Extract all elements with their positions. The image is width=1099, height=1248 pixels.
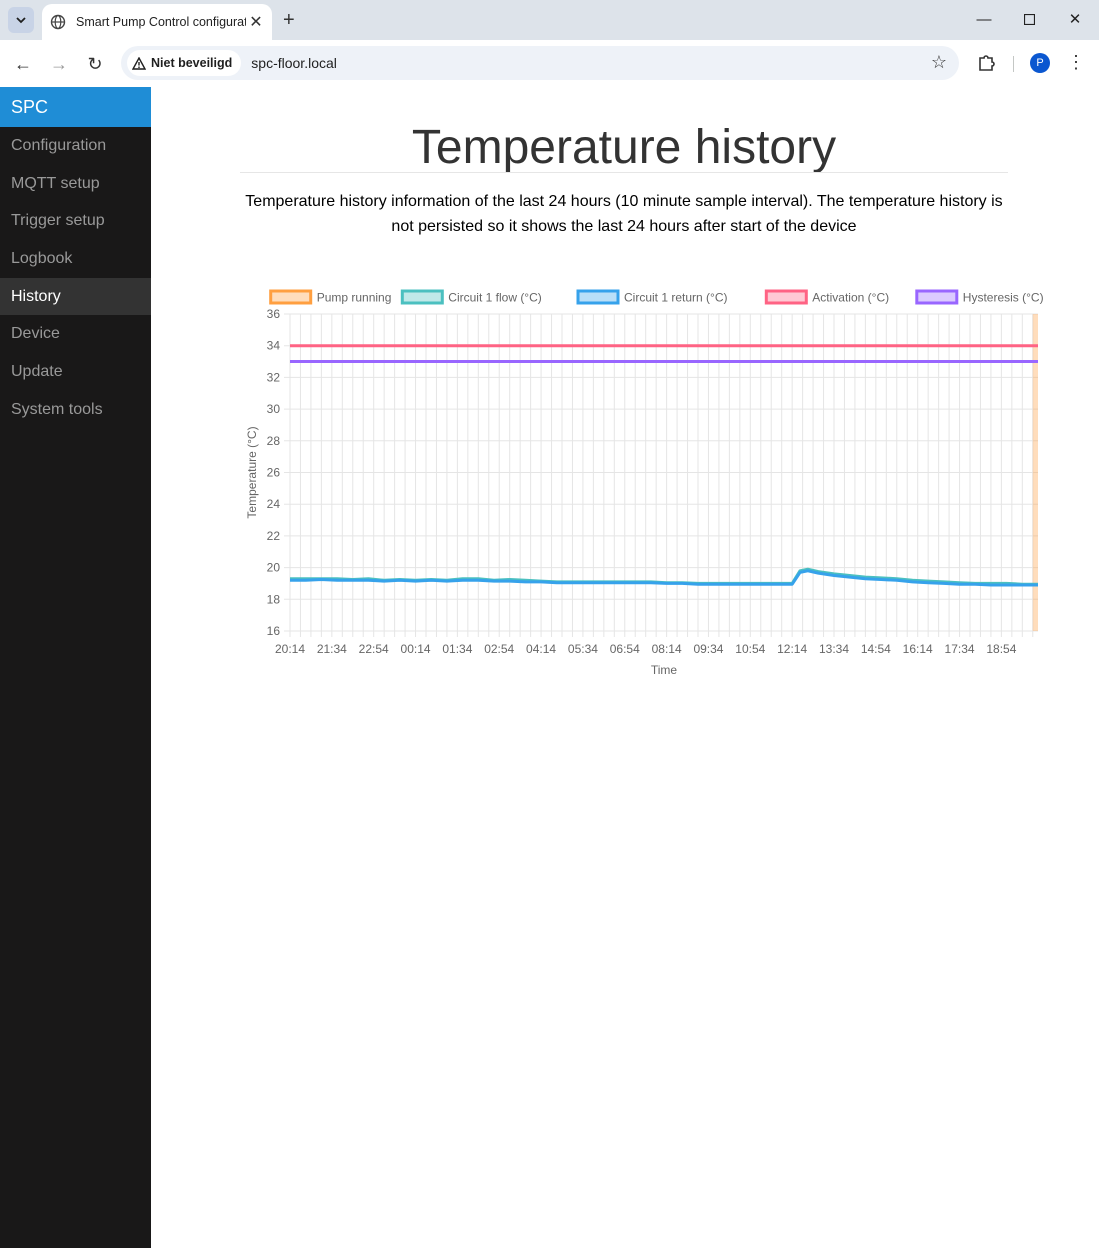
more-menu-icon[interactable]: ⋮ — [1067, 52, 1085, 72]
warning-icon — [132, 56, 146, 70]
browser-toolbar: ← → ↻ Niet beveiligd spc-floor.local ☆ P… — [0, 40, 1099, 87]
y-tick-label: 36 — [267, 307, 281, 321]
x-tick-label: 18:54 — [986, 642, 1016, 656]
address-bar[interactable]: Niet beveiligd spc-floor.local ☆ — [121, 46, 959, 80]
legend-label: Circuit 1 return (°C) — [624, 291, 727, 305]
security-chip[interactable]: Niet beveiligd — [127, 50, 242, 76]
legend-swatch — [915, 289, 959, 305]
legend-label: Activation (°C) — [812, 291, 889, 305]
y-tick-label: 32 — [267, 370, 281, 384]
x-tick-label: 16:14 — [903, 642, 933, 656]
legend-label: Pump running — [317, 291, 392, 305]
chevron-down-icon — [16, 17, 26, 24]
x-tick-label: 21:34 — [317, 642, 347, 656]
x-tick-label: 06:54 — [610, 642, 640, 656]
series-line-2 — [290, 569, 1038, 587]
globe-icon — [50, 14, 66, 30]
legend-label: Hysteresis (°C) — [963, 291, 1044, 305]
main-content: Temperature history Temperature history … — [151, 87, 1099, 1248]
x-tick-label: 13:34 — [819, 642, 849, 656]
y-tick-label: 34 — [267, 339, 281, 353]
security-label: Niet beveiligd — [151, 56, 233, 70]
sidebar-item-trigger-setup[interactable]: Trigger setup — [11, 212, 105, 230]
y-tick-label: 30 — [267, 402, 281, 416]
y-tick-label: 24 — [267, 497, 281, 511]
legend-swatch — [764, 289, 808, 305]
toolbar-divider — [1013, 56, 1014, 72]
minimize-icon[interactable]: — — [976, 10, 992, 28]
tab-title: Smart Pump Control configuration — [76, 15, 246, 29]
sidebar-item-mqtt-setup[interactable]: MQTT setup — [11, 174, 100, 192]
reload-icon[interactable]: ↻ — [87, 53, 103, 74]
browser-chrome: Smart Pump Control configuration ✕ + — ✕… — [0, 0, 1099, 87]
extensions-icon[interactable] — [976, 51, 998, 73]
x-tick-label: 22:54 — [359, 642, 389, 656]
close-tab-icon[interactable]: ✕ — [249, 14, 263, 31]
profile-avatar[interactable]: P — [1030, 53, 1050, 73]
url-text: spc-floor.local — [251, 55, 337, 71]
sidebar-item-device[interactable]: Device — [11, 325, 60, 343]
back-arrow-icon[interactable]: ← — [14, 53, 32, 74]
forward-arrow-icon[interactable]: → — [50, 53, 68, 74]
sidebar-item-system-tools[interactable]: System tools — [11, 400, 103, 418]
x-tick-label: 17:34 — [945, 642, 975, 656]
maximize-icon[interactable] — [1014, 6, 1044, 32]
x-tick-label: 01:34 — [442, 642, 472, 656]
title-divider — [240, 172, 1008, 173]
y-tick-label: 26 — [267, 466, 281, 480]
sidebar-item-history[interactable]: History — [0, 277, 151, 316]
x-tick-label: 09:34 — [693, 642, 723, 656]
legend-swatch — [400, 289, 444, 305]
pump-running-band — [1032, 314, 1038, 631]
x-tick-label: 10:54 — [735, 642, 765, 656]
y-tick-label: 18 — [267, 592, 281, 606]
brand-logo[interactable]: SPC — [0, 87, 151, 127]
sidebar-item-update[interactable]: Update — [11, 362, 63, 380]
x-tick-label: 04:14 — [526, 642, 556, 656]
y-tick-label: 16 — [267, 624, 281, 638]
sidebar: SPC Configuration MQTT setup Trigger set… — [0, 87, 151, 1248]
temperature-history-chart: 16 18 20 22 24 26 28 30 32 34 36 20:14 21:34 22:54 00:… — [245, 289, 1044, 677]
tab-strip: Smart Pump Control configuration ✕ + — ✕ — [0, 0, 1099, 40]
x-tick-label: 12:14 — [777, 642, 807, 656]
x-tick-label: 20:14 — [275, 642, 305, 656]
legend-swatch — [269, 289, 313, 305]
y-tick-label: 22 — [267, 529, 281, 543]
close-window-icon[interactable]: ✕ — [1068, 11, 1082, 28]
x-tick-label: 00:14 — [401, 642, 431, 656]
y-axis-title: Temperature (°C) — [245, 426, 259, 518]
sidebar-item-logbook[interactable]: Logbook — [11, 249, 73, 267]
x-tick-label: 02:54 — [484, 642, 514, 656]
y-tick-label: 28 — [267, 434, 281, 448]
x-tick-label: 08:14 — [652, 642, 682, 656]
x-tick-label: 05:34 — [568, 642, 598, 656]
page-title: Temperature history — [411, 121, 837, 174]
new-tab-button[interactable]: + — [283, 9, 295, 31]
x-tick-label: 14:54 — [861, 642, 891, 656]
browser-tab[interactable]: Smart Pump Control configuration ✕ — [42, 4, 272, 40]
y-tick-label: 20 — [267, 561, 281, 575]
bookmark-star-icon[interactable]: ☆ — [930, 52, 947, 72]
legend-label: Circuit 1 flow (°C) — [448, 291, 541, 305]
x-axis-title: Time — [651, 663, 678, 677]
legend-swatch — [576, 289, 620, 305]
tab-search-button[interactable] — [8, 7, 34, 33]
page-description: Temperature history information of the l… — [245, 193, 1003, 235]
sidebar-item-configuration[interactable]: Configuration — [11, 136, 107, 154]
